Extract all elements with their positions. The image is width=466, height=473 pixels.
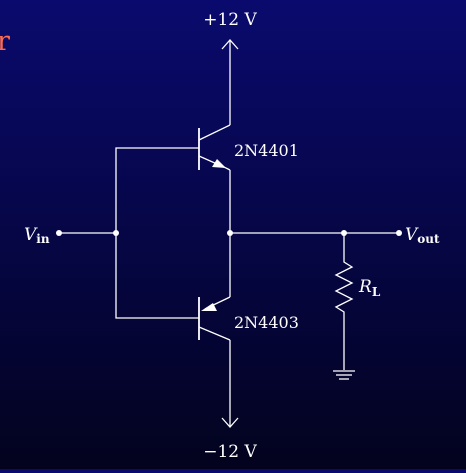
pnp-emitter-arrow [201, 303, 217, 311]
supply-bottom-arrow [221, 340, 239, 428]
output-terminal [396, 230, 402, 236]
npn-transistor-2n4401 [198, 124, 231, 171]
input-label: Vin [24, 225, 50, 246]
supply-top-arrow [221, 39, 239, 125]
output-label: Vout [405, 225, 440, 246]
ground-icon [333, 370, 355, 380]
pnp-collector-lead [198, 326, 231, 341]
pnp-base-wire [115, 233, 199, 319]
supply-top-label: +12 V [203, 10, 257, 30]
pnp-part-label: 2N4403 [234, 313, 299, 332]
title-fragment: r [0, 26, 10, 57]
load-resistor [334, 233, 354, 370]
npn-base-wire [115, 147, 199, 233]
pnp-transistor-2n4403 [198, 296, 231, 341]
npn-emitter-arrow [212, 159, 226, 168]
load-label: RL [358, 277, 381, 299]
supply-bottom-label: −12 V [203, 442, 257, 462]
npn-part-label: 2N4401 [234, 141, 299, 160]
npn-collector-lead [198, 124, 231, 141]
